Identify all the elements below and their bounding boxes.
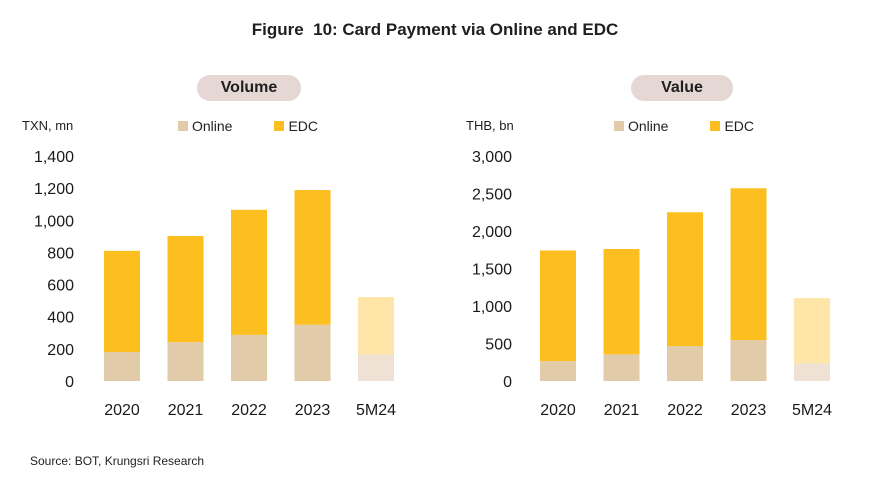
volume-unit-label: TXN, mn xyxy=(22,118,74,133)
value-ytick-label: 500 xyxy=(485,337,512,354)
value-ytick-label: 1,000 xyxy=(472,299,512,316)
volume-xtick-label: 2020 xyxy=(104,402,140,419)
volume-ytick-label: 1,000 xyxy=(34,213,74,230)
value-xtick-label: 2023 xyxy=(731,402,767,419)
value-bar-online xyxy=(603,354,640,381)
volume-xtick-label: 2022 xyxy=(231,402,267,419)
value-xtick-label: 2020 xyxy=(540,402,576,419)
volume-bar-edc xyxy=(358,297,394,355)
legend-online-swatch xyxy=(178,121,188,131)
legend-online: Online xyxy=(614,118,668,134)
volume-xtick-label: 2023 xyxy=(295,402,331,419)
legend-online-swatch xyxy=(614,121,624,131)
value-ytick-label: 2,500 xyxy=(472,187,512,204)
volume-ytick-label: 1,400 xyxy=(34,149,74,166)
volume-xtick-label: 5M24 xyxy=(356,402,396,419)
volume-ytick-label: 1,200 xyxy=(34,181,74,198)
legend-edc-label: EDC xyxy=(724,118,755,134)
legend-edc-swatch xyxy=(710,121,721,131)
value-legend: Online EDC xyxy=(614,118,796,134)
legend-online-label: Online xyxy=(628,118,669,134)
volume-bar-online xyxy=(358,354,394,381)
volume-ytick-label: 0 xyxy=(65,374,74,391)
volume-ytick-label: 600 xyxy=(47,278,74,295)
legend-edc: EDC xyxy=(710,118,754,134)
value-ytick-label: 1,500 xyxy=(472,262,512,279)
value-panel-title: Value xyxy=(631,75,733,101)
value-bar-edc xyxy=(603,249,640,355)
volume-bar-online xyxy=(167,342,204,381)
volume-bar-online xyxy=(104,352,140,381)
legend-online-label: Online xyxy=(192,118,233,134)
value-bar-edc xyxy=(794,298,830,364)
volume-ytick-label: 400 xyxy=(47,310,74,327)
volume-bar-edc xyxy=(294,190,331,325)
volume-bar-edc xyxy=(104,250,140,353)
source-note: Source: BOT, Krungsri Research xyxy=(30,454,205,468)
value-bar-online xyxy=(730,340,767,381)
value-bar-online xyxy=(794,363,830,381)
value-bar-edc xyxy=(667,212,703,347)
volume-panel-title: Volume xyxy=(197,75,301,101)
volume-legend: Online EDC xyxy=(178,118,360,134)
value-bar-edc xyxy=(540,250,576,362)
legend-online: Online xyxy=(178,118,232,134)
figure-title: Figure 10: Card Payment via Online and E… xyxy=(251,20,619,39)
chart-canvas: 0 200 400 600 800 1,000 1,200 1,400 2020 2021 2022… xyxy=(34,149,832,419)
volume-bar-online xyxy=(294,324,331,381)
value-xtick-label: 2022 xyxy=(667,402,703,419)
value-unit-label: THB, bn xyxy=(466,118,514,133)
volume-bar-edc xyxy=(167,236,204,343)
value-ytick-label: 2,000 xyxy=(472,224,512,241)
value-bar-online xyxy=(667,346,703,381)
volume-xtick-label: 2021 xyxy=(168,402,204,419)
value-bar-edc xyxy=(730,188,767,341)
value-ytick-label: 0 xyxy=(503,374,512,391)
legend-edc-swatch xyxy=(274,121,285,131)
value-bar-online xyxy=(540,361,576,381)
volume-ytick-label: 200 xyxy=(47,342,74,359)
volume-bar-online xyxy=(231,334,267,381)
legend-edc: EDC xyxy=(274,118,318,134)
volume-bar-edc xyxy=(231,209,267,335)
value-xtick-label: 2021 xyxy=(604,402,640,419)
value-ytick-label: 3,000 xyxy=(472,149,512,166)
legend-edc-label: EDC xyxy=(288,118,319,134)
value-xtick-label: 5M24 xyxy=(792,402,832,419)
volume-ytick-label: 800 xyxy=(47,245,74,262)
